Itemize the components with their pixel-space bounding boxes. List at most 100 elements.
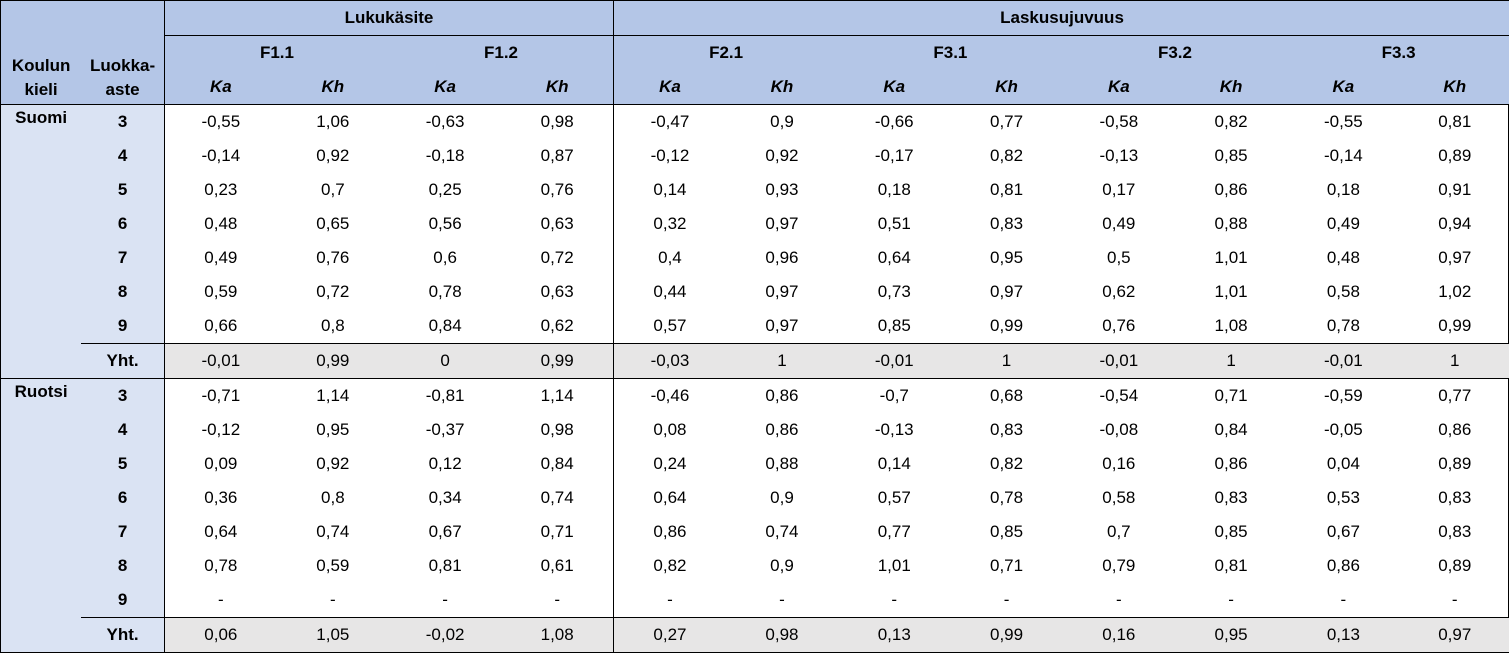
- value-cell: 1,14: [501, 378, 614, 413]
- table-row: 8 0,59 0,72 0,78 0,63 0,44 0,97 0,73 0,97 0,62 1,0…: [1, 275, 1509, 309]
- value-cell: 0,74: [316, 522, 350, 541]
- grade-cell: 5: [81, 447, 165, 481]
- value-cell: -: [1115, 590, 1122, 609]
- value-cell: 0,87: [540, 146, 574, 165]
- value-cell: -0,01: [1062, 343, 1175, 379]
- value-cell: 0,83: [1438, 522, 1472, 541]
- value-cell: 1,08: [1214, 316, 1248, 335]
- value-cell: -0,47: [613, 104, 726, 139]
- value-cell: 0,92: [316, 454, 350, 473]
- value-cell: 0,7: [1106, 522, 1131, 541]
- stat-header: Kh: [1174, 70, 1288, 105]
- grade-cell: 3: [81, 104, 165, 139]
- header-row-factors: F1.1 F1.2 F2.1 F3.1 F3.2 F3.3: [1, 35, 1509, 70]
- table-row: 9 0,66 0,8 0,84 0,62 0,57 0,97 0,85 0,99 0,76 1,08…: [1, 309, 1509, 344]
- table-row: 4 -0,14 0,92 -0,18 0,87 -0,12 0,92 -0,17 0,82 -0,…: [1, 139, 1509, 173]
- value-cell: -0,37: [425, 420, 465, 439]
- value-cell: 1: [725, 343, 839, 379]
- header-language: Koulun kieli: [1, 1, 82, 105]
- value-cell: 0,63: [540, 282, 574, 301]
- grade-cell: 7: [81, 241, 165, 275]
- value-cell: 0,06: [163, 617, 277, 652]
- value-cell: 1,14: [276, 378, 389, 413]
- header-grade: Luokka- aste: [81, 1, 165, 105]
- value-cell: -0,7: [838, 378, 951, 413]
- value-cell: 0,93: [765, 180, 799, 199]
- value-cell: 0,84: [428, 316, 462, 335]
- stat-header: Ka: [388, 70, 502, 105]
- value-cell: 0,92: [765, 146, 799, 165]
- grade-cell: 8: [81, 275, 165, 309]
- table-row: 6 0,36 0,8 0,34 0,74 0,64 0,9 0,57 0,78 0,58 0,83 0…: [1, 481, 1509, 515]
- value-cell: -0,05: [1324, 420, 1363, 439]
- value-cell: 0,98: [501, 104, 614, 139]
- value-cell: 0,98: [540, 420, 574, 439]
- value-cell: 1,05: [276, 617, 389, 652]
- factor-header: F1.2: [388, 35, 614, 70]
- value-cell: 0,8: [321, 316, 345, 335]
- table-row: 4 -0,12 0,95 -0,37 0,98 0,08 0,86 -0,13 0,83 -0,0…: [1, 413, 1509, 447]
- value-cell: -0,18: [425, 146, 465, 165]
- header-language-line2: kieli: [24, 80, 58, 99]
- table-body: Suomi 3 -0,55 1,06 -0,63 0,98 -0,47 0,9 -0,66 0,7…: [1, 104, 1509, 652]
- value-cell: -0,01: [838, 343, 951, 379]
- value-cell: 0,8: [321, 488, 345, 507]
- value-cell: 0,16: [1102, 454, 1136, 473]
- grade-cell: 5: [81, 173, 165, 207]
- value-cell: 0,99: [501, 343, 614, 379]
- value-cell: 0,36: [163, 481, 277, 515]
- value-cell: 0,77: [877, 522, 911, 541]
- value-cell: -0,66: [838, 104, 951, 139]
- value-cell: 0: [388, 343, 502, 379]
- value-cell: 0,78: [163, 549, 277, 583]
- value-cell: -0,13: [874, 420, 914, 439]
- value-cell: 0,76: [1102, 316, 1136, 335]
- value-cell: 0,66: [163, 309, 277, 344]
- value-cell: 0,83: [1438, 488, 1472, 507]
- value-cell: 0,82: [1174, 104, 1288, 139]
- grade-cell: 3: [81, 378, 165, 413]
- group-header: Laskusujuvuus: [613, 1, 1509, 36]
- value-cell: -0,01: [163, 343, 277, 379]
- value-cell: 0,78: [1326, 316, 1360, 335]
- value-cell: 0,85: [989, 522, 1024, 541]
- value-cell: 0,86: [1326, 556, 1360, 575]
- stat-header: Ka: [163, 70, 277, 105]
- value-cell: 0,64: [613, 481, 726, 515]
- value-cell: 0,89: [1438, 146, 1472, 165]
- value-cell: 0,4: [613, 241, 726, 275]
- value-cell: -: [891, 590, 898, 609]
- value-cell: 0,6: [433, 248, 457, 267]
- stat-header: Kh: [725, 70, 839, 105]
- value-cell: 0,85: [877, 316, 911, 335]
- value-cell: 0,08: [613, 413, 726, 447]
- header-grade-line1: Luokka-: [89, 56, 156, 75]
- value-cell: 0,14: [877, 454, 911, 473]
- stat-header: Kh: [950, 70, 1063, 105]
- value-cell: 0,81: [1399, 104, 1509, 139]
- grade-cell: 4: [81, 413, 165, 447]
- value-cell: 0,56: [428, 214, 462, 233]
- value-cell: 0,79: [1102, 556, 1136, 575]
- value-cell: -0,59: [1287, 378, 1400, 413]
- value-cell: 0,18: [1326, 180, 1360, 199]
- value-cell: 1,08: [501, 617, 614, 652]
- value-cell: 0,9: [770, 488, 794, 507]
- value-cell: 0,44: [613, 275, 726, 309]
- value-cell: -0,08: [1099, 420, 1139, 439]
- value-cell: 0,14: [613, 173, 726, 207]
- value-cell: -: [554, 590, 560, 609]
- factor-header: F3.2: [1062, 35, 1288, 70]
- value-cell: -0,81: [388, 378, 502, 413]
- value-cell: 0,57: [613, 309, 726, 344]
- value-cell: -: [1340, 590, 1347, 609]
- value-cell: 0,95: [316, 420, 350, 439]
- total-row: Yht. -0,01 0,99 0 0,99 -0,03 1 -0,01 1 -0,01 1 -0,0…: [1, 343, 1509, 379]
- value-cell: 0,23: [163, 173, 277, 207]
- value-cell: -0,14: [163, 139, 277, 173]
- value-cell: -: [1003, 590, 1010, 609]
- value-cell: 0,09: [163, 447, 277, 481]
- stat-header: Ka: [613, 70, 726, 105]
